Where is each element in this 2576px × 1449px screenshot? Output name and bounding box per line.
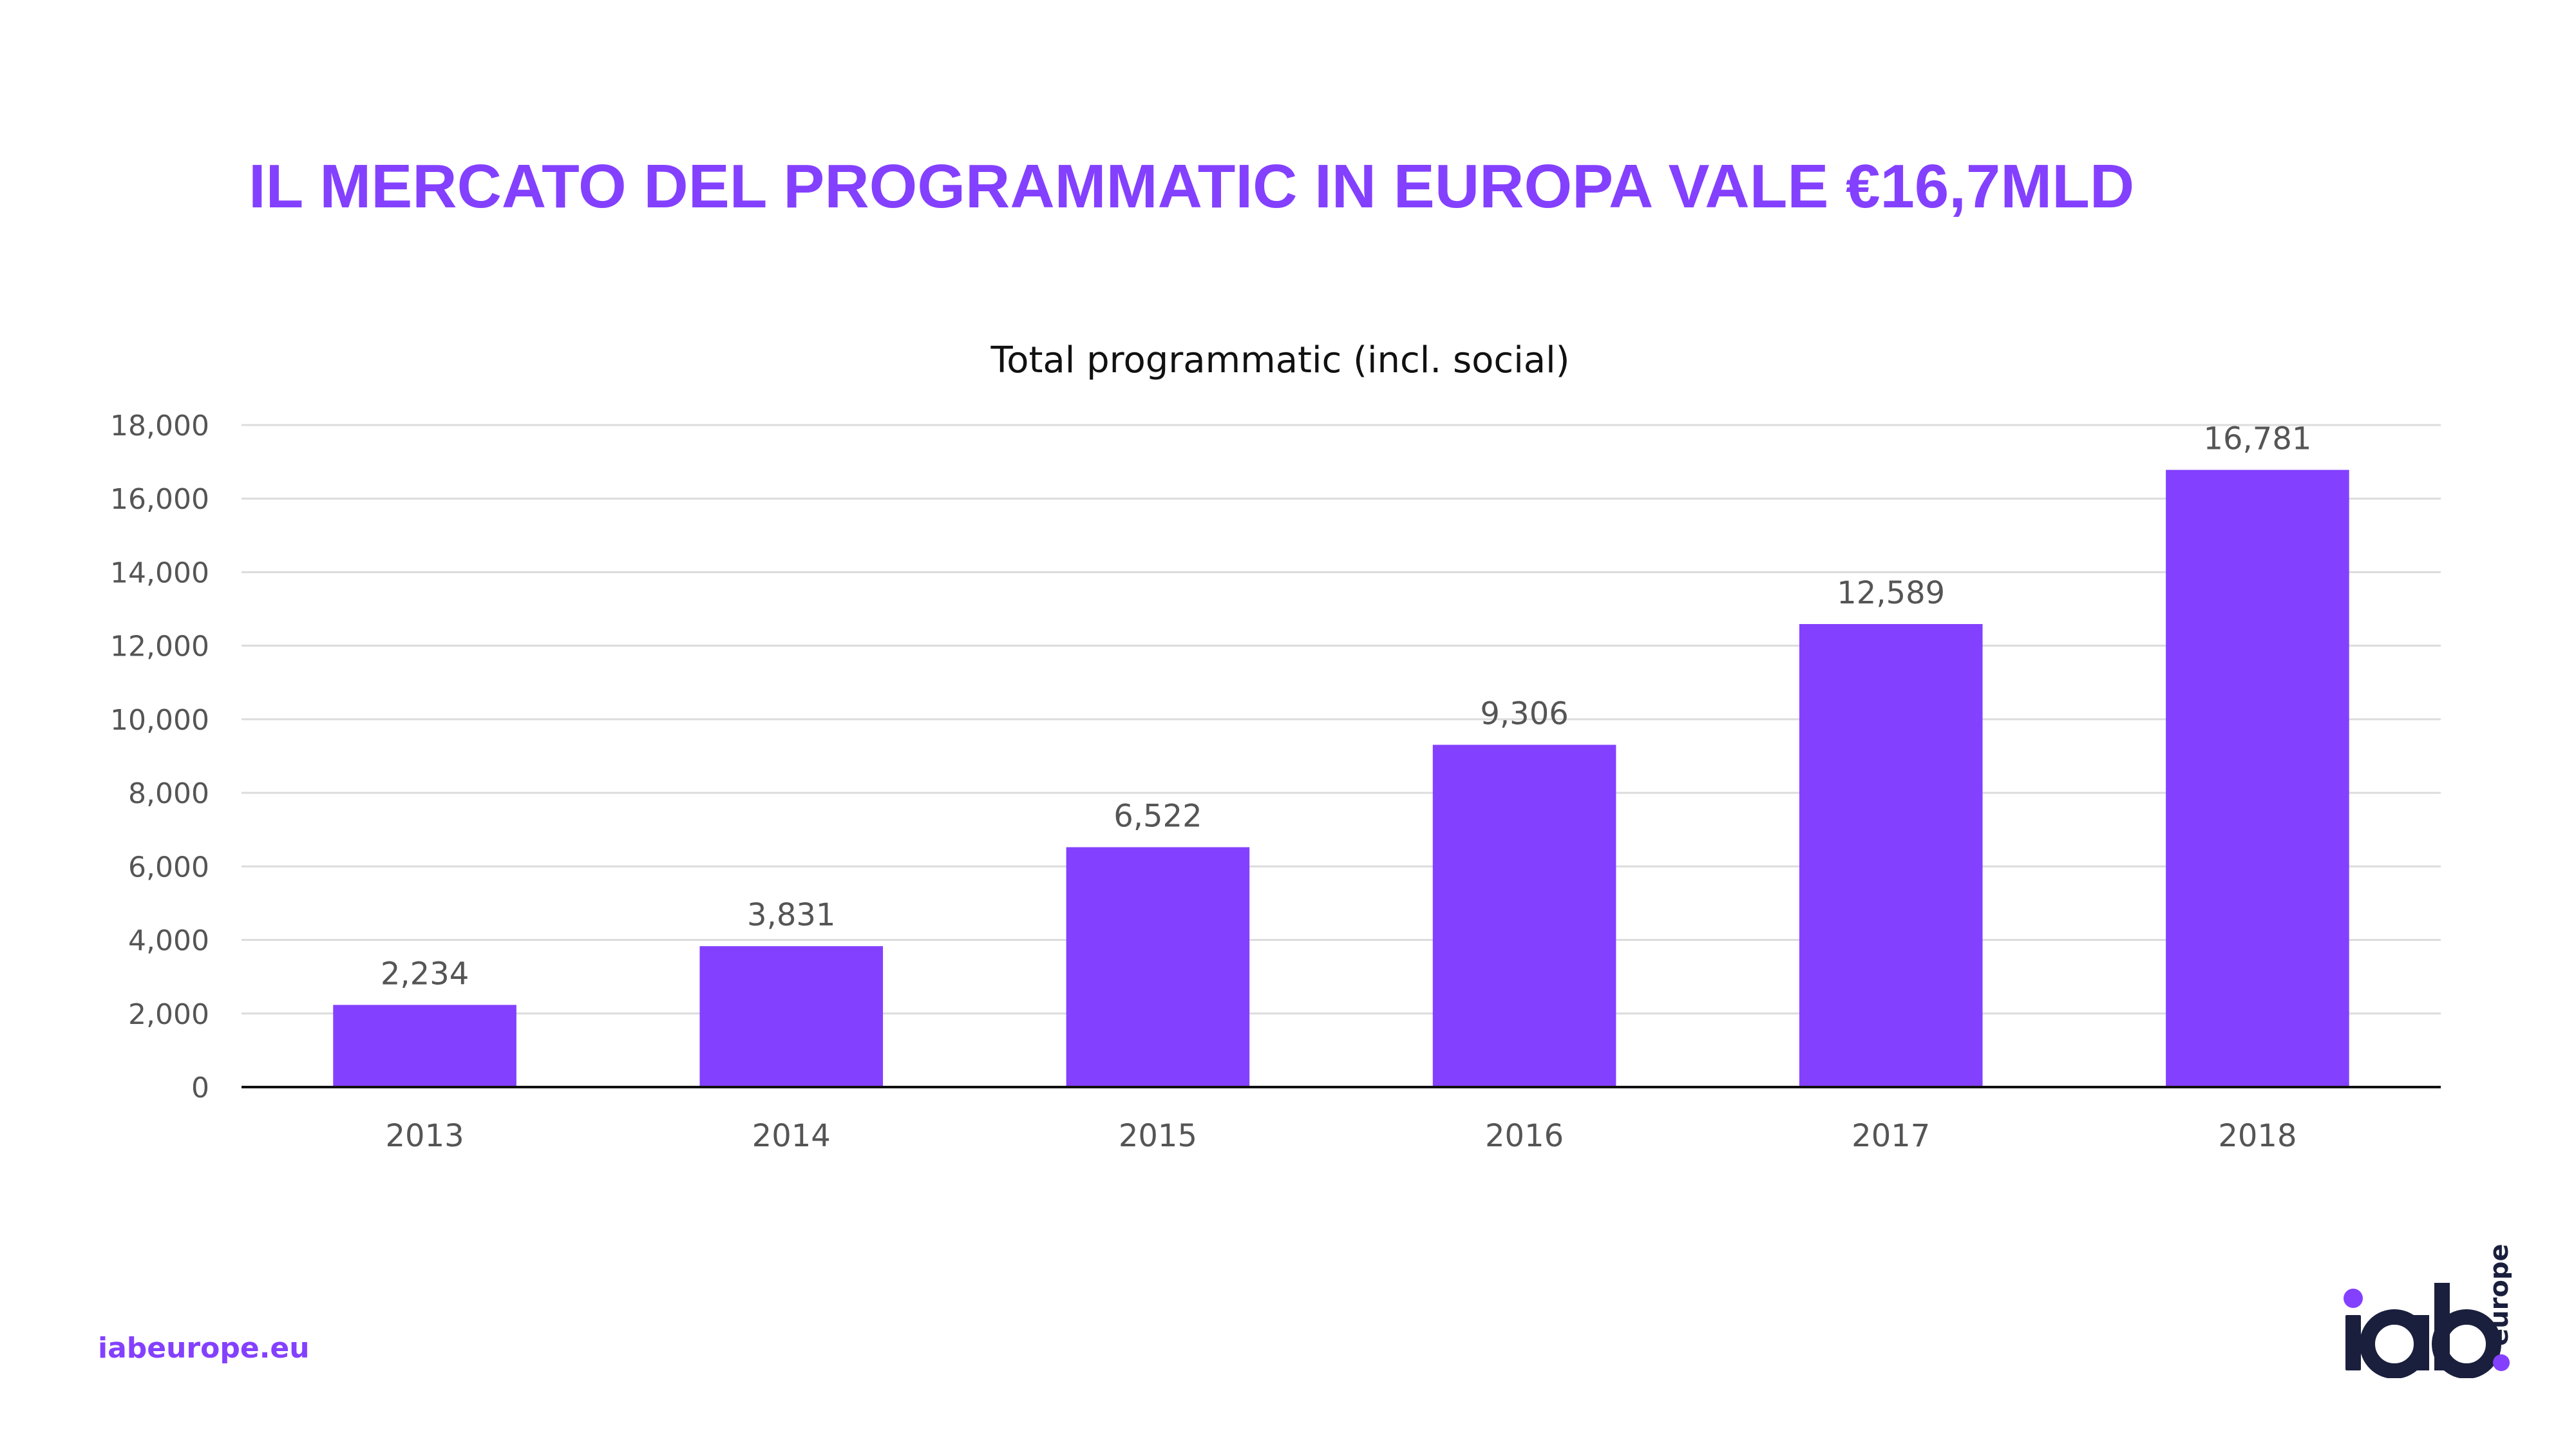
footer-url[interactable]: iabeurope.eu [98, 1332, 310, 1365]
data-label-2015: 6,522 [1113, 799, 1202, 835]
y-tick-label: 12,000 [110, 630, 209, 663]
logo-accent-dot [2344, 1289, 2363, 1308]
data-label-2018: 16,781 [2203, 421, 2311, 457]
bar-2016 [1432, 744, 1616, 1087]
bars [333, 469, 2349, 1087]
iab-europe-logo-mark: europe [2344, 1244, 2514, 1379]
y-tick-label: 16,000 [110, 483, 209, 516]
y-tick-label: 6,000 [128, 851, 209, 884]
y-tick-label: 14,000 [110, 556, 209, 589]
bar-2014 [699, 946, 884, 1087]
y-tick-label: 8,000 [128, 777, 209, 810]
logo-accent-dot [2493, 1354, 2510, 1371]
data-label-2014: 3,831 [747, 897, 835, 933]
y-tick-label: 18,000 [110, 410, 209, 442]
logo-letter-i [2345, 1315, 2361, 1370]
logo-europe-text: europe [2485, 1244, 2512, 1346]
y-tick-label: 0 [191, 1072, 209, 1104]
y-tick-label: 4,000 [128, 925, 209, 958]
y-axis-ticks: 0 2,000 4,000 6,000 8,000 10,000 12,000 14,000 1… [110, 410, 209, 1104]
x-tick-label-2018: 2018 [2218, 1118, 2297, 1154]
slide-title: IL MERCATO DEL PROGRAMMATIC IN EUROPA VA… [249, 152, 2135, 221]
y-tick-label: 2,000 [128, 998, 209, 1031]
bar-2017 [1799, 624, 1983, 1087]
chart-title: Total programmatic (incl. social) [990, 339, 1570, 381]
data-label-2017: 12,589 [1837, 575, 1945, 611]
x-tick-label-2013: 2013 [386, 1118, 464, 1154]
bar-2013 [333, 1005, 516, 1087]
bar-2018 [2166, 469, 2349, 1087]
gridlines [242, 424, 2441, 1015]
x-tick-label-2014: 2014 [752, 1118, 831, 1154]
y-tick-label: 10,000 [110, 704, 209, 737]
data-label-2016: 9,306 [1480, 696, 1568, 732]
data-labels: 2,234 3,831 6,522 9,306 12,589 16,781 [381, 421, 2312, 992]
iab-europe-logo: europe [2331, 1211, 2514, 1379]
x-tick-label-2016: 2016 [1485, 1118, 1564, 1154]
data-label-2013: 2,234 [381, 956, 469, 992]
logo-letter-b [2432, 1283, 2501, 1379]
x-tick-label-2017: 2017 [1852, 1118, 1930, 1154]
bar-2015 [1066, 847, 1250, 1087]
logo-letter-a [2360, 1309, 2429, 1379]
x-tick-label-2015: 2015 [1119, 1118, 1197, 1154]
x-axis-ticks: 2013 2014 2015 2016 2017 2018 [386, 1118, 2297, 1154]
